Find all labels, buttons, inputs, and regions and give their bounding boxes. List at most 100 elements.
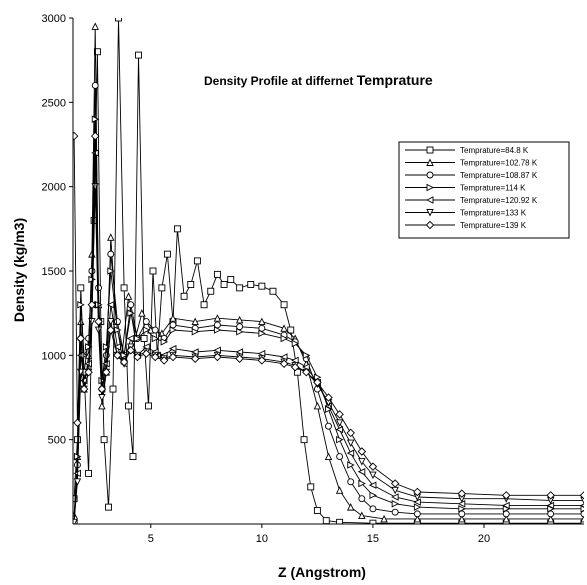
series-4-point-15 bbox=[133, 334, 142, 343]
series-5-point-32 bbox=[368, 481, 377, 489]
series-3-point-37 bbox=[547, 510, 555, 518]
series-4-point-30 bbox=[347, 461, 355, 469]
series-2-point-33 bbox=[413, 514, 422, 523]
plot-layer bbox=[73, 18, 584, 524]
series-7-point-27 bbox=[313, 378, 322, 387]
series-1-point-14 bbox=[125, 402, 132, 410]
series-2-point-20 bbox=[191, 317, 199, 326]
series-1-point-36 bbox=[269, 287, 277, 295]
series-1-point-33 bbox=[236, 284, 244, 292]
legend-label-3: Temprature=108.87 K bbox=[460, 171, 538, 180]
legend-label-5: Temprature=120.92 K bbox=[460, 196, 538, 205]
series-6-point-2 bbox=[73, 478, 82, 486]
y-tick-label-6: 3000 bbox=[42, 13, 66, 25]
chart-title: Density Profile at differnet Temprature bbox=[204, 72, 433, 88]
series-1-point-15 bbox=[129, 453, 137, 460]
series-2-point-22 bbox=[235, 315, 244, 324]
series-4-point-17 bbox=[151, 334, 160, 343]
series-2-point-11 bbox=[107, 233, 115, 241]
series-6-point-33 bbox=[391, 486, 399, 495]
series-2-point-23 bbox=[258, 317, 266, 326]
series-7-point-28 bbox=[324, 393, 333, 402]
series-7-point-38 bbox=[579, 491, 584, 500]
series-4-point-23 bbox=[258, 329, 266, 338]
series-2-point-19 bbox=[169, 314, 177, 322]
series-6-point-11 bbox=[107, 318, 115, 326]
series-7-point-1 bbox=[73, 131, 79, 141]
series-line-1 bbox=[73, 18, 584, 524]
series-1-point-39 bbox=[293, 368, 301, 376]
series-1-point-10 bbox=[105, 503, 112, 511]
series-1-point-18 bbox=[145, 402, 152, 410]
series-7-point-21 bbox=[213, 352, 222, 362]
series-3-point-34 bbox=[413, 510, 421, 518]
legend-label-2: Temprature=102.78 K bbox=[460, 159, 538, 168]
legend-label-7: Temprature=139 K bbox=[460, 221, 527, 230]
legend-marker-1 bbox=[426, 146, 434, 154]
series-1-point-30 bbox=[213, 270, 221, 278]
series-3-point-12 bbox=[113, 318, 121, 326]
series-3-point-19 bbox=[169, 321, 177, 329]
y-tick-label-2: 1000 bbox=[42, 350, 66, 362]
series-4-point-6 bbox=[88, 275, 96, 284]
series-7-point-31 bbox=[357, 447, 367, 456]
series-7-point-8 bbox=[94, 317, 103, 326]
series-6-point-9 bbox=[98, 394, 106, 402]
chart-title-part2: Temprature bbox=[357, 72, 433, 88]
series-1-point-28 bbox=[200, 301, 208, 309]
series-4-point-34 bbox=[413, 503, 422, 511]
series-3-point-36 bbox=[502, 510, 510, 518]
series-3-point-23 bbox=[258, 324, 266, 332]
ticks-layer: 5 10 15 20 500 1000 1500 2000 2500 3000 bbox=[42, 13, 491, 545]
series-1-point-12 bbox=[115, 18, 122, 22]
series-4-point-29 bbox=[336, 435, 344, 444]
x-tick-label-1: 5 bbox=[148, 533, 154, 545]
series-2-point-27 bbox=[313, 401, 322, 410]
series-7-point-35 bbox=[457, 489, 467, 498]
series-7-point-25 bbox=[290, 362, 300, 372]
series-1-point-44 bbox=[336, 518, 344, 524]
series-1-point-34 bbox=[247, 281, 255, 288]
series-6-point-1 bbox=[73, 518, 78, 524]
series-4-point-25 bbox=[291, 339, 300, 348]
series-5-point-38 bbox=[579, 503, 584, 508]
legend-label-4: Temprature=114 K bbox=[460, 184, 526, 193]
series-1-point-24 bbox=[173, 225, 181, 233]
y-tick-label-1: 500 bbox=[48, 435, 66, 447]
series-5-point-33 bbox=[391, 493, 399, 501]
series-4-point-20 bbox=[191, 327, 200, 336]
series-7-point-13 bbox=[119, 357, 129, 367]
series-2-point-21 bbox=[213, 314, 222, 322]
series-7-point-26 bbox=[302, 367, 311, 377]
series-3-point-7 bbox=[91, 82, 99, 89]
series-7-point-5 bbox=[84, 367, 93, 377]
series-6-point-7 bbox=[91, 183, 99, 191]
series-6-point-29 bbox=[335, 419, 344, 427]
legend-label-1: Temprature=84.8 K bbox=[460, 146, 529, 155]
series-3-point-17 bbox=[151, 326, 159, 334]
series-3-point-21 bbox=[213, 321, 221, 329]
series-1-point-27 bbox=[193, 257, 201, 265]
series-7-point-3 bbox=[76, 334, 86, 343]
series-3-point-16 bbox=[142, 318, 150, 326]
series-4-point-14 bbox=[127, 309, 135, 317]
series-7-point-19 bbox=[168, 352, 178, 362]
series-5-point-30 bbox=[346, 449, 355, 457]
series-7-point-22 bbox=[235, 354, 244, 363]
series-7-point-9 bbox=[97, 384, 107, 394]
series-7-point-37 bbox=[546, 491, 555, 500]
series-7-point-2 bbox=[73, 418, 82, 428]
series-7-point-14 bbox=[126, 346, 136, 355]
chart-title-part1: Density Profile at differnet bbox=[204, 74, 357, 88]
series-2-point-32 bbox=[380, 514, 388, 523]
series-1-point-5 bbox=[85, 469, 93, 477]
series-7-point-16 bbox=[142, 349, 151, 358]
series-1-point-31 bbox=[220, 281, 228, 288]
series-4-point-22 bbox=[236, 327, 244, 336]
series-7-point-7 bbox=[90, 131, 100, 141]
series-4-point-31 bbox=[358, 479, 366, 488]
series-3-point-11 bbox=[107, 250, 115, 258]
series-2-point-28 bbox=[324, 452, 333, 460]
series-3-point-30 bbox=[347, 478, 355, 486]
series-7-point-30 bbox=[346, 428, 355, 438]
